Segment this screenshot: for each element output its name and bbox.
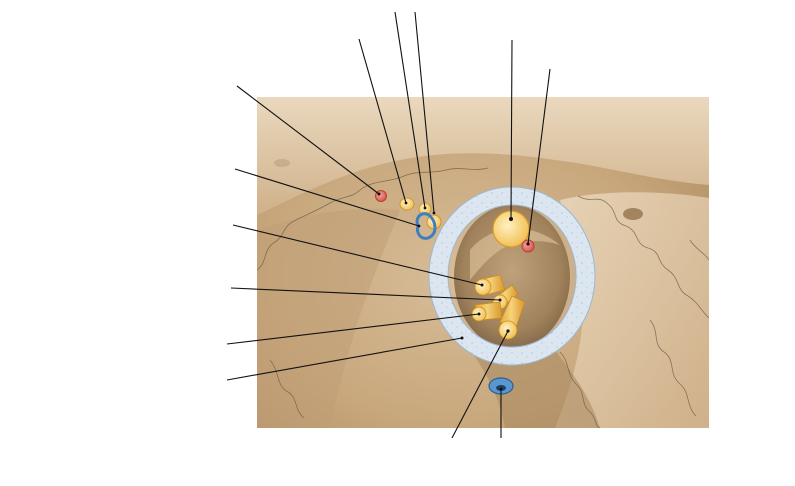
upper-ridge [257,97,709,215]
dural-ring [428,186,596,366]
bone-pit-left [274,159,290,167]
leader-line-7 [358,38,407,204]
leader-line-8 [394,11,426,209]
leader-line-1 [236,85,380,195]
leader-line-6 [226,337,463,381]
nerve-small-upper [399,197,415,211]
leader-line-2 [234,168,420,227]
foramen-inner-ridge [470,228,560,280]
leader-line-12 [451,330,509,439]
leader-line-11 [527,68,551,245]
leader-lines [226,11,551,439]
vein-below-ring [488,377,514,395]
bone-block [257,97,709,428]
leader-line-9 [414,11,435,214]
bone-pit [623,208,643,220]
nerve-bundle-lower [471,274,526,340]
sutures [257,167,709,428]
leader-line-5 [226,313,480,345]
left-slope [257,208,400,428]
leader-line-10 [510,39,513,220]
right-plateau [555,192,709,428]
leader-line-4 [230,287,501,301]
leader-line-3 [232,224,483,286]
